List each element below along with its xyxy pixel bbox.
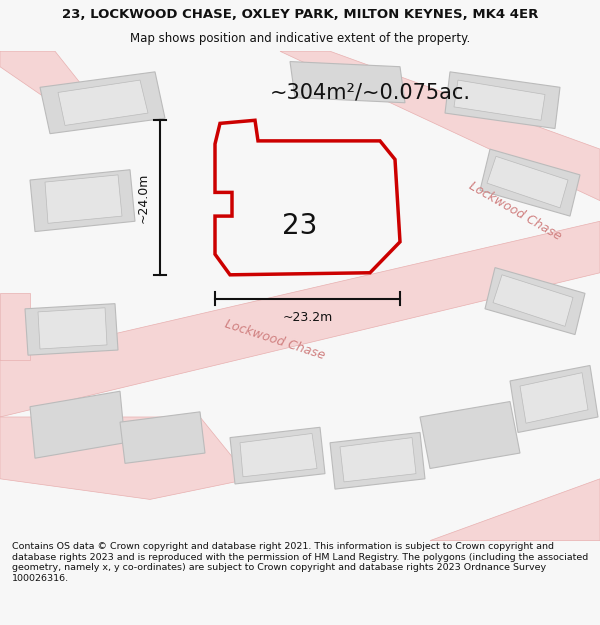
Polygon shape: [240, 154, 375, 258]
Polygon shape: [0, 221, 600, 417]
Text: Lockwood Chase: Lockwood Chase: [223, 318, 327, 362]
Text: 23, LOCKWOOD CHASE, OXLEY PARK, MILTON KEYNES, MK4 4ER: 23, LOCKWOOD CHASE, OXLEY PARK, MILTON K…: [62, 8, 538, 21]
Polygon shape: [420, 401, 520, 469]
Text: ~304m²/~0.075ac.: ~304m²/~0.075ac.: [270, 82, 471, 102]
Text: 23: 23: [283, 213, 317, 241]
Polygon shape: [230, 428, 325, 484]
Polygon shape: [58, 80, 148, 126]
Polygon shape: [38, 308, 107, 349]
Polygon shape: [520, 372, 588, 423]
Polygon shape: [120, 412, 205, 463]
Text: ~24.0m: ~24.0m: [137, 173, 150, 222]
Polygon shape: [40, 72, 165, 134]
Text: ~23.2m: ~23.2m: [283, 311, 332, 324]
Polygon shape: [454, 80, 545, 120]
Polygon shape: [0, 293, 30, 361]
Polygon shape: [25, 304, 118, 355]
Polygon shape: [330, 432, 425, 489]
Polygon shape: [510, 366, 598, 432]
Text: Lockwood Chase: Lockwood Chase: [466, 179, 563, 243]
Polygon shape: [0, 51, 100, 108]
Polygon shape: [430, 479, 600, 541]
Polygon shape: [480, 149, 580, 216]
Text: Map shows position and indicative extent of the property.: Map shows position and indicative extent…: [130, 32, 470, 45]
Polygon shape: [290, 61, 405, 102]
Polygon shape: [240, 434, 317, 477]
Polygon shape: [280, 51, 600, 201]
Text: Contains OS data © Crown copyright and database right 2021. This information is : Contains OS data © Crown copyright and d…: [12, 542, 588, 582]
Polygon shape: [487, 156, 568, 208]
Polygon shape: [45, 175, 122, 223]
Polygon shape: [30, 391, 125, 458]
Polygon shape: [493, 275, 573, 326]
Polygon shape: [30, 170, 135, 231]
Polygon shape: [340, 438, 416, 482]
Polygon shape: [445, 72, 560, 129]
Polygon shape: [0, 417, 250, 499]
Polygon shape: [215, 120, 400, 275]
Polygon shape: [485, 268, 585, 334]
